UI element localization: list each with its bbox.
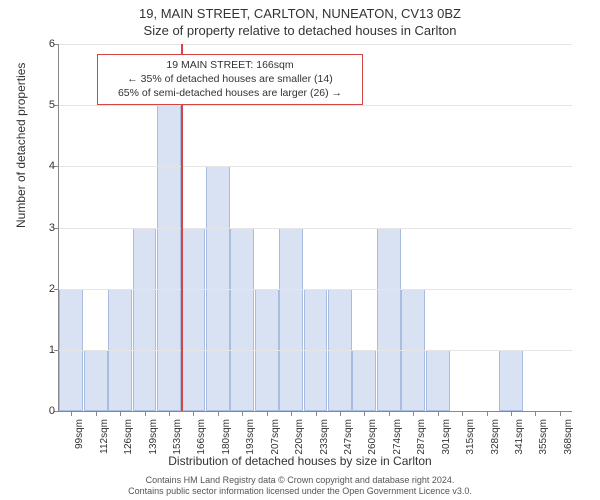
x-tick-mark [291, 411, 292, 416]
x-tick-mark [535, 411, 536, 416]
x-tick-mark [316, 411, 317, 416]
annotation-box: 19 MAIN STREET: 166sqm← 35% of detached … [97, 54, 363, 105]
plot-area: 012345699sqm112sqm126sqm139sqm153sqm166s… [58, 44, 572, 412]
x-tick-mark [560, 411, 561, 416]
y-tick-label: 6 [41, 38, 55, 50]
x-tick-mark [487, 411, 488, 416]
y-tick-label: 0 [41, 405, 55, 417]
y-tick-label: 1 [41, 344, 55, 356]
y-tick-label: 2 [41, 283, 55, 295]
x-tick-mark [267, 411, 268, 416]
annotation-line: 65% of semi-detached houses are larger (… [106, 86, 354, 100]
bar [499, 350, 523, 411]
bar [377, 228, 401, 412]
x-tick-mark [340, 411, 341, 416]
footer-line2: Contains public sector information licen… [0, 486, 600, 498]
gridline [59, 289, 572, 290]
x-tick-mark [462, 411, 463, 416]
gridline [59, 105, 572, 106]
y-axis-label: Number of detached properties [14, 63, 28, 228]
y-tick-label: 4 [41, 160, 55, 172]
gridline [59, 350, 572, 351]
chart-title-block: 19, MAIN STREET, CARLTON, NUNEATON, CV13… [0, 0, 600, 38]
x-tick-mark [389, 411, 390, 416]
x-tick-mark [71, 411, 72, 416]
footer-line1: Contains HM Land Registry data © Crown c… [0, 475, 600, 487]
bar [230, 228, 254, 412]
x-tick-mark [218, 411, 219, 416]
y-tick-label: 5 [41, 99, 55, 111]
footer: Contains HM Land Registry data © Crown c… [0, 475, 600, 498]
gridline [59, 44, 572, 45]
x-tick-mark [145, 411, 146, 416]
x-tick-mark [511, 411, 512, 416]
x-tick-mark [438, 411, 439, 416]
bar [352, 350, 376, 411]
gridline [59, 228, 572, 229]
x-tick-mark [242, 411, 243, 416]
gridline [59, 166, 572, 167]
annotation-line: ← 35% of detached houses are smaller (14… [106, 72, 354, 86]
x-tick-mark [364, 411, 365, 416]
bar [181, 228, 205, 412]
bar [157, 105, 181, 411]
x-tick-mark [96, 411, 97, 416]
chart-title-line2: Size of property relative to detached ho… [0, 23, 600, 38]
x-tick-mark [169, 411, 170, 416]
x-tick-mark [413, 411, 414, 416]
annotation-line: 19 MAIN STREET: 166sqm [106, 58, 354, 72]
x-tick-mark [120, 411, 121, 416]
x-tick-mark [193, 411, 194, 416]
bar [133, 228, 157, 412]
x-axis-label: Distribution of detached houses by size … [0, 454, 600, 468]
bar [84, 350, 108, 411]
bar [426, 350, 450, 411]
chart-title-line1: 19, MAIN STREET, CARLTON, NUNEATON, CV13… [0, 6, 600, 21]
y-tick-label: 3 [41, 222, 55, 234]
bar [279, 228, 303, 412]
